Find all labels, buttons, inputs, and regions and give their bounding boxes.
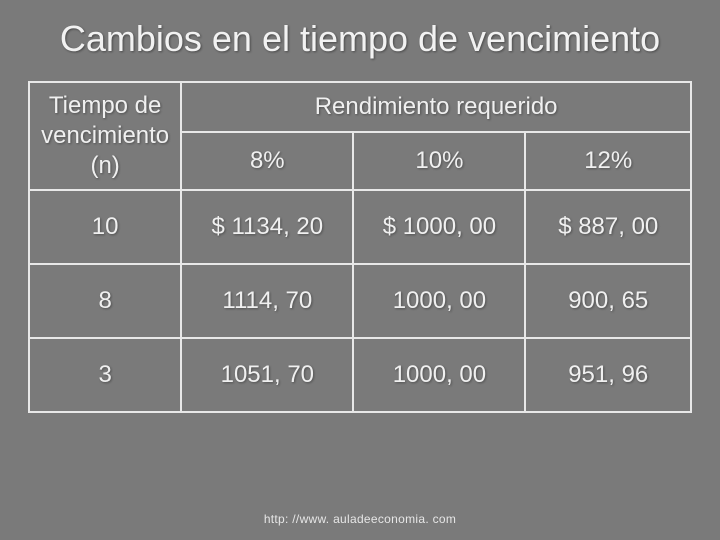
- slide: Cambios en el tiempo de vencimiento Tiem…: [0, 0, 720, 540]
- col-header-2: 12%: [525, 132, 691, 190]
- row-val: 1114, 70: [181, 264, 353, 338]
- row-val: 951, 96: [525, 338, 691, 412]
- table-header-row-1: Tiempo de vencimiento (n) Rendimiento re…: [29, 82, 691, 132]
- spanning-header: Rendimiento requerido: [181, 82, 691, 132]
- row-val: $ 1000, 00: [353, 190, 525, 264]
- row-n: 10: [29, 190, 181, 264]
- col-header-1: 10%: [353, 132, 525, 190]
- slide-title: Cambios en el tiempo de vencimiento: [28, 18, 692, 59]
- row-val: 1000, 00: [353, 264, 525, 338]
- footer-url: http: //www. auladeeconomia. com: [0, 512, 720, 526]
- table-row: 3 1051, 70 1000, 00 951, 96: [29, 338, 691, 412]
- row-header-label: Tiempo de vencimiento (n): [29, 82, 181, 190]
- row-n: 3: [29, 338, 181, 412]
- row-val: $ 887, 00: [525, 190, 691, 264]
- row-val: 900, 65: [525, 264, 691, 338]
- data-table: Tiempo de vencimiento (n) Rendimiento re…: [28, 81, 692, 413]
- row-n: 8: [29, 264, 181, 338]
- row-val: 1051, 70: [181, 338, 353, 412]
- row-val: $ 1134, 20: [181, 190, 353, 264]
- col-header-0: 8%: [181, 132, 353, 190]
- row-val: 1000, 00: [353, 338, 525, 412]
- table-row: 10 $ 1134, 20 $ 1000, 00 $ 887, 00: [29, 190, 691, 264]
- table-row: 8 1114, 70 1000, 00 900, 65: [29, 264, 691, 338]
